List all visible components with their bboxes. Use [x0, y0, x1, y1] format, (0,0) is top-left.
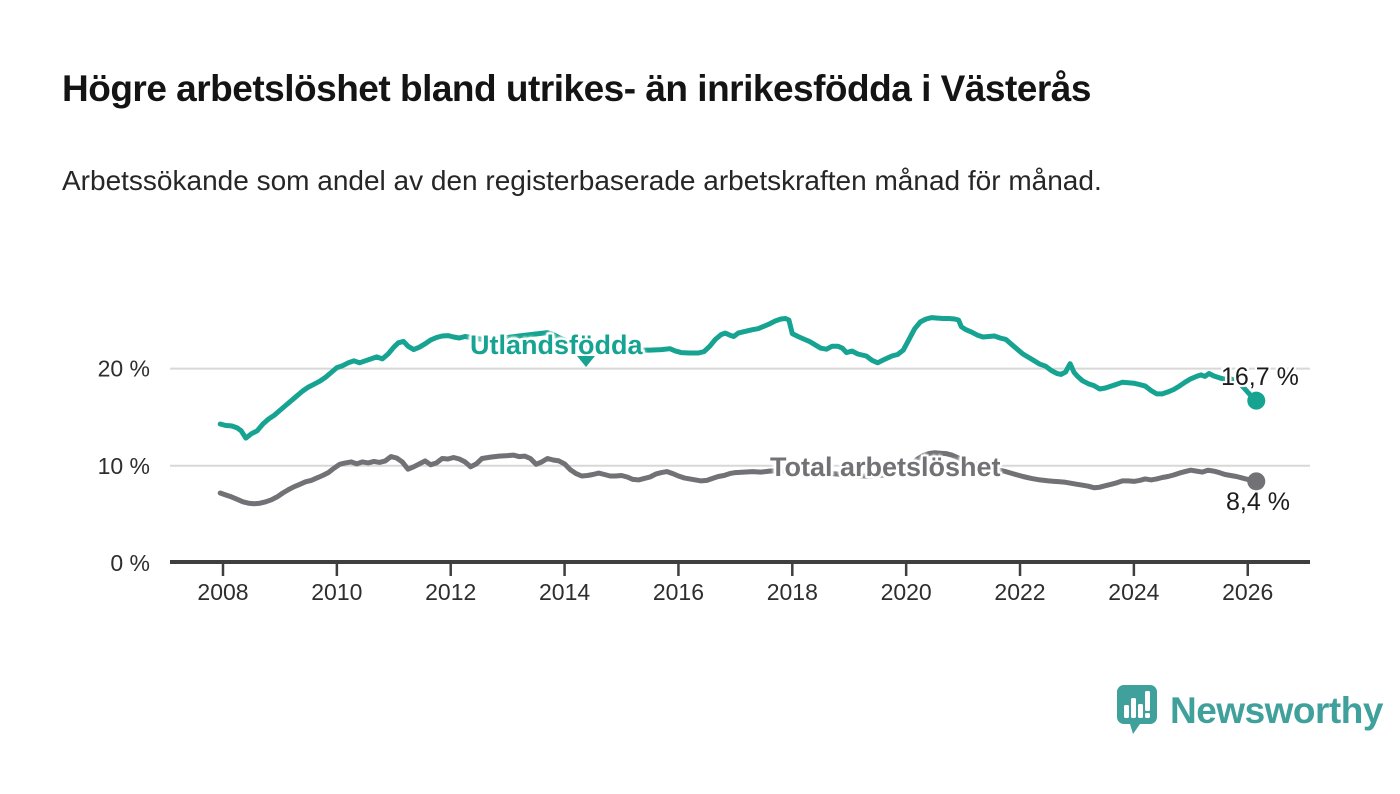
x-tick-label-2010: 2010: [311, 579, 362, 605]
page-title: Högre arbetslöshet bland utrikes- än inr…: [62, 68, 1091, 109]
series-label-pointer-icon: [577, 356, 595, 367]
gridlines: [170, 367, 1310, 467]
y-tick-label-20: 20 %: [98, 356, 150, 382]
x-tick-label-2026: 2026: [1222, 579, 1273, 605]
x-tick-label-2022: 2022: [994, 579, 1045, 605]
x-tick-label-2016: 2016: [653, 579, 704, 605]
series-end-dot-utlandsfodda: [1247, 391, 1266, 410]
x-axis: [170, 560, 1310, 576]
x-tick-label-2012: 2012: [425, 579, 476, 605]
series-label-utlandsfodda: Utlandsfödda: [470, 330, 643, 360]
data-series: [217, 315, 1266, 507]
series-label-total: Total arbetslöshet: [770, 452, 1001, 482]
y-tick-label-10: 10 %: [98, 453, 150, 479]
newsworthy-logo: Newsworthy: [1116, 684, 1383, 736]
end-value-label-total: 8,4 %: [1226, 488, 1290, 516]
newsworthy-logo-text: Newsworthy: [1170, 690, 1383, 731]
x-tick-label-2024: 2024: [1108, 579, 1159, 605]
x-tick-label-2014: 2014: [539, 579, 590, 605]
series-end-dot-total: [1247, 472, 1266, 491]
series-line-total: [217, 450, 1259, 507]
axis-tick-labels: 0 % 10 % 20 % 2008 2010 2012 2014 2016 2018 2020 2…: [98, 356, 1274, 605]
y-tick-label-0: 0 %: [110, 550, 150, 576]
series-line-utlandsfodda: [217, 315, 1259, 441]
end-value-label-utlandsfodda: 16,7 %: [1221, 363, 1299, 391]
newsworthy-logo-icon: [1117, 685, 1157, 734]
x-tick-label-2008: 2008: [197, 579, 248, 605]
x-tick-label-2020: 2020: [881, 579, 932, 605]
page-subtitle: Arbetssökande som andel av den registerb…: [62, 165, 1102, 196]
x-tick-label-2018: 2018: [767, 579, 818, 605]
